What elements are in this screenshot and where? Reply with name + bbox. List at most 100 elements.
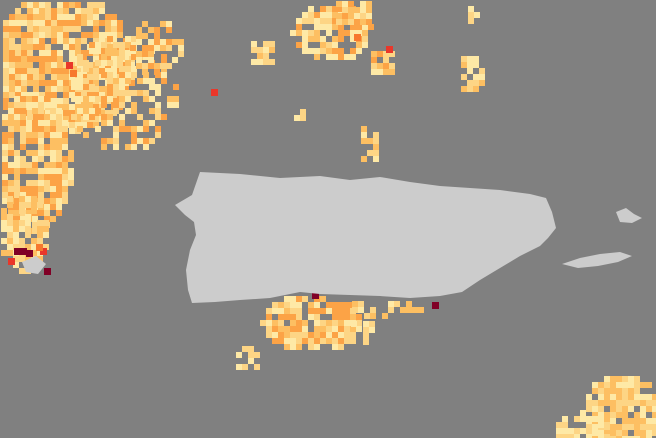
- heat-cell: [592, 388, 598, 394]
- heat-cell: [586, 400, 592, 406]
- heat-cell: [149, 138, 155, 144]
- heat-cell: [326, 6, 332, 12]
- heat-cell: [33, 44, 39, 50]
- heat-cell: [119, 84, 125, 90]
- heat-cell: [2, 120, 8, 126]
- heat-cell: [15, 8, 21, 14]
- heat-cell: [622, 430, 628, 436]
- heat-cell: [2, 132, 8, 138]
- heat-cell: [394, 301, 400, 307]
- heat-cell: [113, 108, 119, 114]
- heat-cell: [93, 74, 99, 80]
- heat-cell: [3, 32, 9, 38]
- heat-cell: [105, 68, 111, 74]
- heat-cell: [32, 168, 38, 174]
- heat-cell: [598, 434, 604, 438]
- heat-cell: [371, 63, 377, 69]
- heat-cell: [36, 244, 43, 251]
- heat-cell: [351, 321, 357, 327]
- heat-cell: [101, 114, 107, 120]
- heat-cell: [272, 338, 278, 344]
- heat-cell: [332, 6, 338, 12]
- heat-cell: [320, 48, 326, 54]
- heat-cell: [173, 96, 179, 102]
- heat-cell: [32, 156, 38, 162]
- heat-cell: [332, 308, 338, 314]
- heat-cell: [131, 72, 137, 78]
- heat-cell: [160, 45, 166, 51]
- heat-cell: [20, 138, 26, 144]
- heat-cell: [50, 126, 56, 132]
- heat-cell: [461, 86, 467, 92]
- heat-cell: [89, 48, 95, 54]
- heat-cell: [25, 202, 31, 208]
- heat-cell: [3, 92, 9, 98]
- heat-cell: [125, 78, 131, 84]
- heat-cell: [26, 120, 32, 126]
- heat-cell: [57, 98, 63, 104]
- heat-cell: [51, 50, 57, 56]
- heat-cell: [296, 344, 302, 350]
- heat-cell: [652, 430, 656, 436]
- heat-cell: [350, 36, 356, 42]
- heat-cell: [101, 42, 107, 48]
- heat-cell: [143, 90, 149, 96]
- heat-cell: [56, 162, 62, 168]
- heat-cell: [50, 198, 56, 204]
- heat-cell: [38, 192, 44, 198]
- heat-cell: [142, 45, 148, 51]
- heat-cell: [272, 308, 278, 314]
- heat-cell: [9, 86, 15, 92]
- heat-cell: [3, 20, 9, 26]
- heat-cell: [350, 24, 356, 30]
- heat-cell: [616, 376, 622, 382]
- heat-cell: [45, 62, 51, 68]
- heat-cell: [93, 116, 99, 122]
- heat-cell: [338, 24, 344, 30]
- heat-cell: [63, 104, 69, 110]
- heat-cell: [111, 68, 117, 74]
- heat-cell: [242, 346, 248, 352]
- heat-cell: [296, 320, 302, 326]
- heat-cell: [111, 74, 117, 80]
- heat-cell: [332, 320, 338, 326]
- heat-cell: [20, 114, 26, 120]
- heat-cell: [155, 114, 161, 120]
- heat-cell: [326, 54, 332, 60]
- heat-cell: [473, 56, 479, 62]
- heat-cell: [332, 18, 338, 24]
- heat-cell: [14, 156, 20, 162]
- heat-cell: [51, 8, 57, 14]
- heat-cell: [266, 308, 272, 314]
- heat-cell: [63, 26, 69, 32]
- heat-cell: [93, 92, 99, 98]
- heat-cell: [9, 92, 15, 98]
- heat-cell: [119, 126, 125, 132]
- heat-cell: [87, 80, 93, 86]
- heat-cell: [3, 68, 9, 74]
- heat-cell: [142, 63, 148, 69]
- heat-cell: [63, 20, 69, 26]
- heat-cell: [93, 32, 99, 38]
- heat-cell: [101, 96, 107, 102]
- heat-cell: [356, 326, 362, 332]
- heat-cell: [117, 62, 123, 68]
- heat-cell: [13, 226, 19, 232]
- heat-cell: [254, 364, 260, 370]
- heat-cell: [27, 38, 33, 44]
- heat-cell: [388, 307, 394, 313]
- heat-cell: [62, 156, 68, 162]
- heat-cell: [266, 314, 272, 320]
- heat-cell: [45, 86, 51, 92]
- heat-cell: [479, 74, 485, 80]
- heat-cell: [172, 57, 178, 63]
- heat-cell: [290, 296, 296, 302]
- heat-cell: [377, 69, 383, 75]
- heat-cell: [56, 192, 62, 198]
- heat-cell: [284, 314, 290, 320]
- heat-cell: [604, 434, 610, 438]
- heat-cell: [68, 168, 74, 174]
- heat-cell: [3, 56, 9, 62]
- heat-cell: [356, 30, 362, 36]
- heat-cell: [75, 116, 81, 122]
